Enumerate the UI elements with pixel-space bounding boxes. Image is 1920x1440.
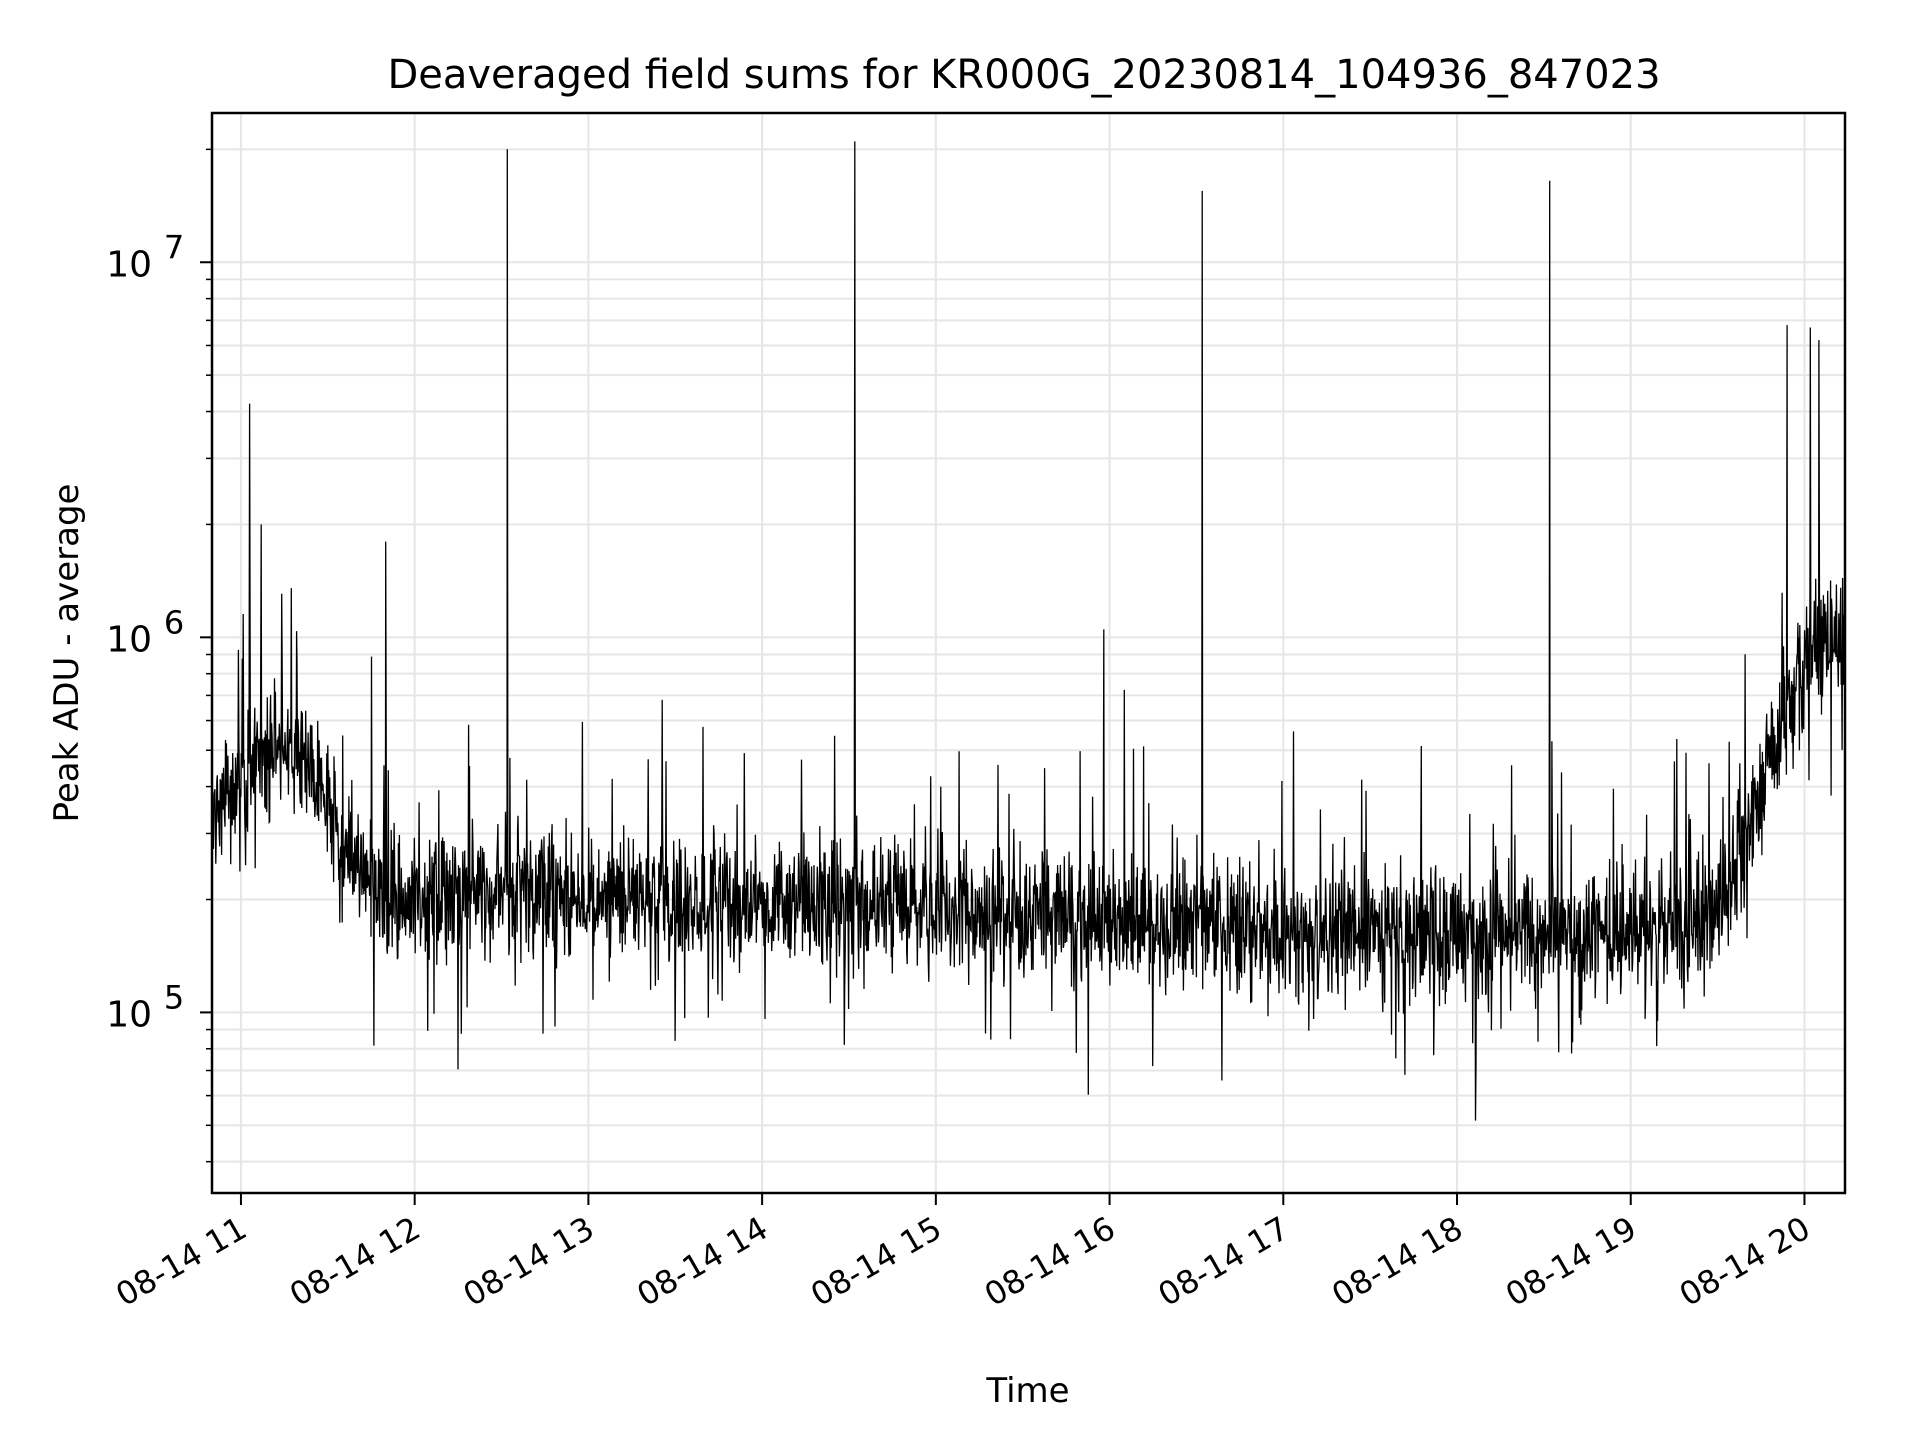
x-axis-label: Time bbox=[985, 1371, 1069, 1411]
y-tick-exponent: 5 bbox=[164, 978, 184, 1016]
y-tick-exponent: 7 bbox=[164, 228, 184, 266]
y-axis-label: Peak ADU - average bbox=[47, 484, 87, 823]
y-tick-label: 10 bbox=[106, 244, 152, 285]
y-tick-label: 10 bbox=[106, 619, 152, 660]
y-tick-exponent: 6 bbox=[164, 603, 184, 641]
series-line-group bbox=[212, 141, 1845, 1121]
y-tick-label: 10 bbox=[106, 994, 152, 1035]
chart-title: Deaveraged field sums for KR000G_2023081… bbox=[387, 52, 1660, 98]
series-line bbox=[212, 141, 1845, 1121]
plot-frame bbox=[210, 111, 1847, 1195]
y-axis-ticks: 10 5 10 6 10 7 bbox=[106, 148, 212, 1163]
